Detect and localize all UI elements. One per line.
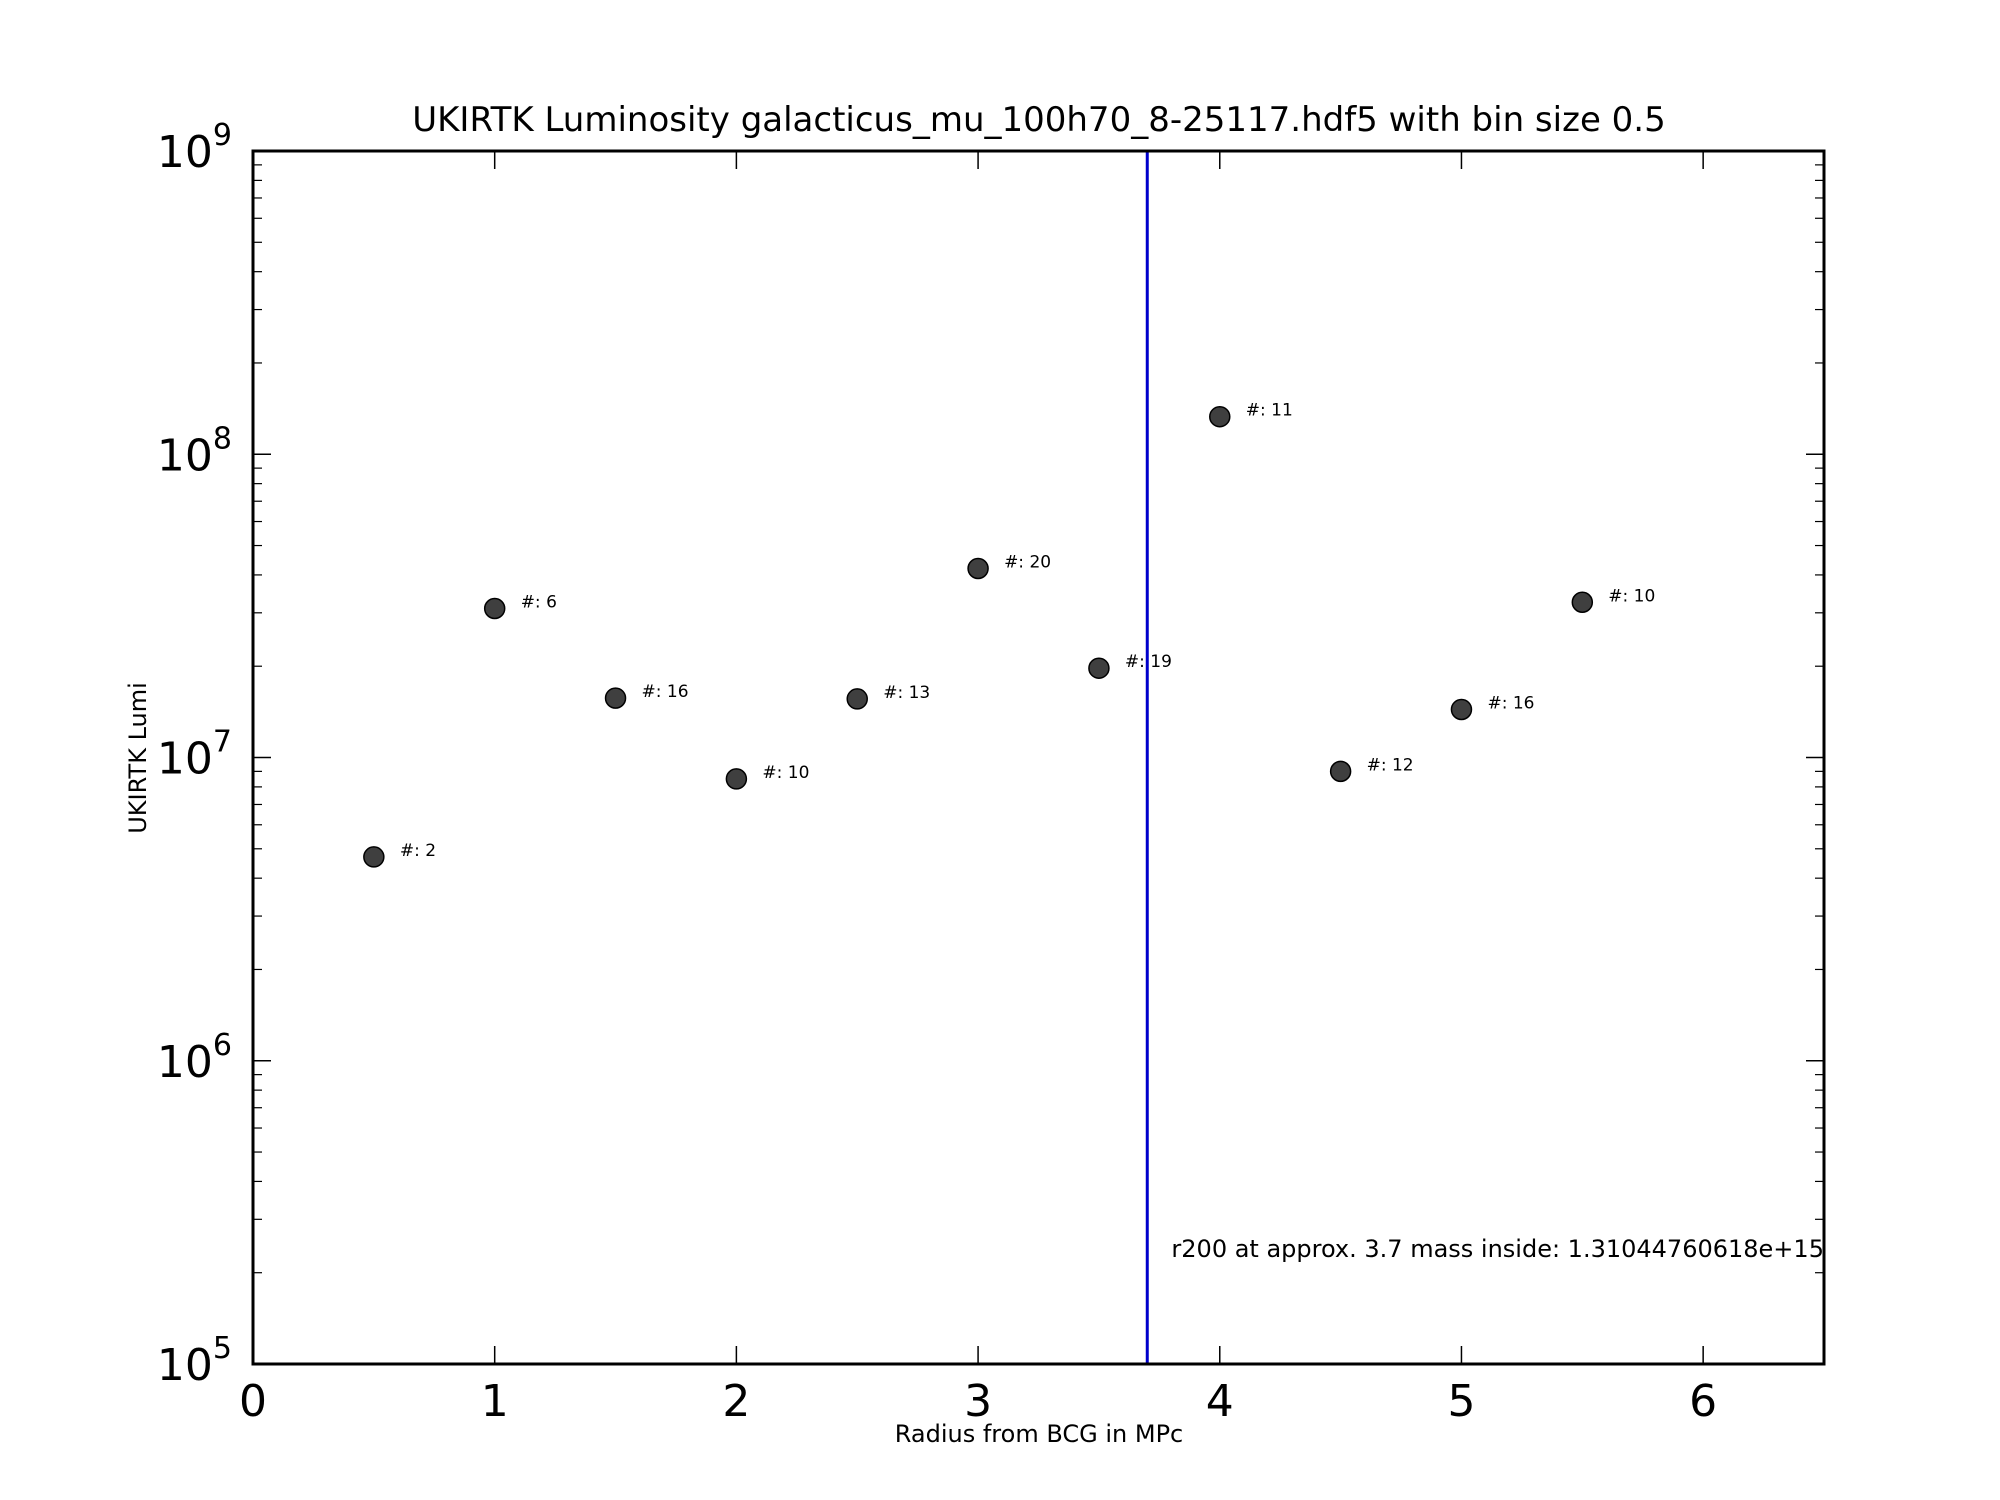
point-label: #: 20 (1004, 552, 1051, 572)
x-tick-label: 0 (239, 1376, 267, 1427)
point-label: #: 19 (1125, 652, 1172, 672)
plot-frame (251, 149, 1826, 1366)
y-tick-label: 105 (157, 1331, 232, 1391)
data-point (967, 557, 989, 580)
y-axis-label: UKIRTK Lumi (124, 682, 152, 834)
r200-annotation: r200 at approx. 3.7 mass inside: 1.31044… (1171, 1235, 1824, 1263)
data-point (1450, 698, 1473, 721)
point-label: #: 16 (642, 682, 689, 702)
x-tick-label: 5 (1447, 1376, 1475, 1427)
data-point (363, 846, 385, 868)
x-tick-label: 6 (1689, 1376, 1717, 1427)
y-tick-label: 109 (157, 118, 232, 178)
x-tick-label: 2 (722, 1376, 750, 1427)
data-point (725, 768, 748, 790)
y-tick-label: 108 (157, 421, 232, 481)
x-tick-label: 3 (964, 1376, 992, 1427)
x-tick-labels: 0 1 2 3 4 5 6 (239, 1376, 1717, 1427)
point-label: #: 10 (762, 763, 809, 783)
point-label: #: 16 (1487, 693, 1534, 713)
point-label: #: 12 (1367, 755, 1414, 775)
x-tick-label: 4 (1206, 1376, 1234, 1427)
point-label: #: 6 (521, 592, 557, 612)
point-label: #: 11 (1246, 401, 1293, 421)
data-point (1209, 405, 1231, 428)
point-label: #: 2 (400, 841, 436, 861)
data-point (1329, 760, 1352, 783)
y-tick-label: 106 (157, 1028, 232, 1088)
data-point (1088, 657, 1110, 679)
y-tick-labels: 105 106 107 108 109 (157, 118, 232, 1391)
data-points (363, 405, 1594, 868)
x-axis-label: Radius from BCG in MPc (895, 1420, 1184, 1448)
chart-title: UKIRTK Luminosity galacticus_mu_100h70_8… (412, 100, 1666, 140)
point-label: #: 13 (883, 683, 930, 703)
data-point (846, 688, 868, 710)
y-tick-label: 107 (157, 725, 232, 785)
x-tick-label: 1 (481, 1376, 509, 1427)
point-label: #: 10 (1608, 586, 1655, 606)
data-point (483, 597, 506, 620)
point-labels: #: 2 #: 6 #: 16 #: 10 #: 13 #: 20 #: 19 #: 11 #:… (400, 401, 1655, 861)
data-point (604, 687, 627, 709)
data-point (1571, 591, 1594, 614)
